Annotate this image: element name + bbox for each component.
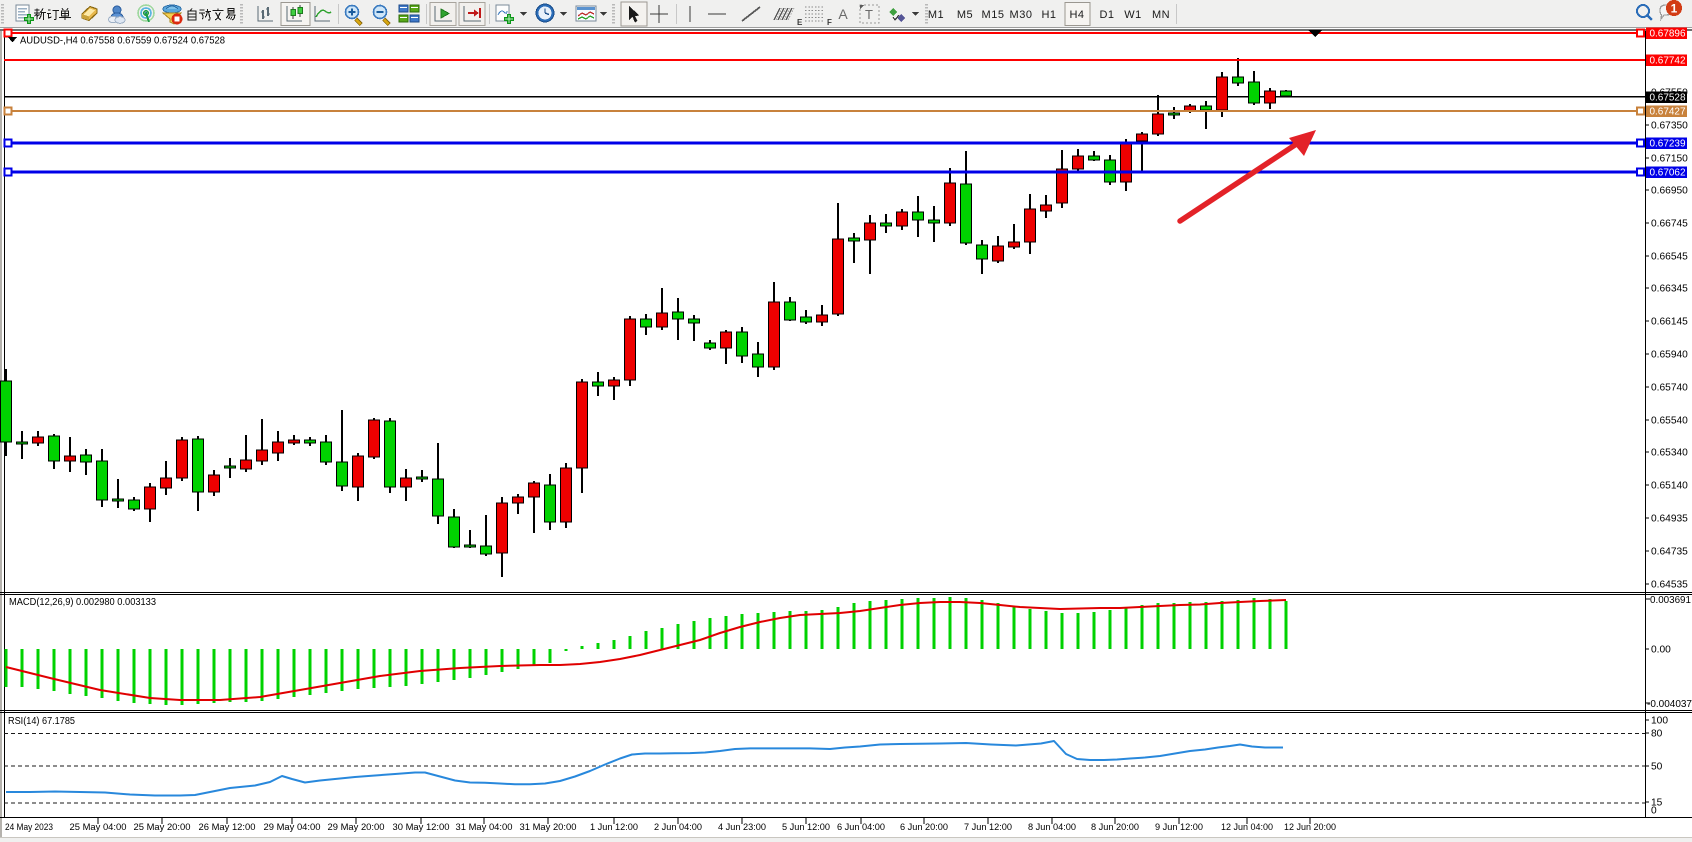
- svg-text:F: F: [827, 18, 832, 27]
- svg-text:MN: MN: [1152, 9, 1170, 21]
- svg-text:29 May 20:00: 29 May 20:00: [328, 822, 385, 833]
- svg-text:M30: M30: [1010, 9, 1033, 21]
- svg-text:M1: M1: [928, 9, 944, 21]
- svg-text:26 May 12:00: 26 May 12:00: [199, 822, 256, 833]
- svg-text:0.65740: 0.65740: [1651, 383, 1688, 394]
- svg-text:0.00: 0.00: [1651, 645, 1671, 656]
- svg-text:25 May 20:00: 25 May 20:00: [134, 822, 191, 833]
- svg-text:H1: H1: [1041, 9, 1056, 21]
- svg-text:30 May 12:00: 30 May 12:00: [393, 822, 450, 833]
- svg-text:0.66345: 0.66345: [1651, 284, 1688, 295]
- svg-text:D1: D1: [1099, 9, 1114, 21]
- svg-text:T: T: [865, 7, 873, 22]
- svg-text:2 Jun 04:00: 2 Jun 04:00: [654, 822, 702, 833]
- svg-text:0.64735: 0.64735: [1651, 547, 1688, 558]
- svg-text:31 May 04:00: 31 May 04:00: [456, 822, 513, 833]
- svg-text:0.66745: 0.66745: [1651, 219, 1688, 230]
- svg-text:0.64535: 0.64535: [1651, 580, 1688, 591]
- svg-text:0.67896: 0.67896: [1650, 29, 1686, 40]
- svg-text:6 Jun 20:00: 6 Jun 20:00: [900, 822, 948, 833]
- svg-text:0.67239: 0.67239: [1650, 139, 1686, 150]
- svg-text:0.65340: 0.65340: [1651, 448, 1688, 459]
- svg-text:0: 0: [1651, 806, 1657, 817]
- svg-text:0.66950: 0.66950: [1651, 186, 1688, 197]
- svg-text:0.67150: 0.67150: [1651, 154, 1688, 165]
- svg-text:M15: M15: [982, 9, 1005, 21]
- svg-text:0.66545: 0.66545: [1651, 252, 1688, 263]
- svg-text:0.67350: 0.67350: [1651, 121, 1688, 132]
- svg-text:1 Jun 12:00: 1 Jun 12:00: [590, 822, 638, 833]
- svg-text:9 Jun 12:00: 9 Jun 12:00: [1155, 822, 1203, 833]
- svg-text:8 Jun 04:00: 8 Jun 04:00: [1028, 822, 1076, 833]
- svg-text:-0.004037: -0.004037: [1647, 699, 1692, 710]
- svg-text:31 May 20:00: 31 May 20:00: [520, 822, 577, 833]
- svg-text:M5: M5: [957, 9, 973, 21]
- svg-text:MACD(12,26,9) 0.002980 0.00313: MACD(12,26,9) 0.002980 0.003133: [9, 597, 156, 608]
- svg-text:25 May 04:00: 25 May 04:00: [70, 822, 127, 833]
- svg-text:0.67427: 0.67427: [1650, 107, 1686, 118]
- svg-text:0.67742: 0.67742: [1650, 56, 1686, 67]
- svg-text:8 Jun 20:00: 8 Jun 20:00: [1091, 822, 1139, 833]
- svg-text:4 Jun 23:00: 4 Jun 23:00: [718, 822, 766, 833]
- svg-text:0.64935: 0.64935: [1651, 514, 1688, 525]
- svg-text:E: E: [797, 18, 803, 27]
- svg-text:0.67528: 0.67528: [1650, 93, 1686, 104]
- svg-text:0.65140: 0.65140: [1651, 481, 1688, 492]
- svg-text:0.65540: 0.65540: [1651, 416, 1688, 427]
- svg-text:24 May 2023: 24 May 2023: [5, 822, 53, 833]
- svg-text:1: 1: [1671, 2, 1678, 16]
- svg-text:0.65940: 0.65940: [1651, 350, 1688, 361]
- svg-text:RSI(14) 67.1785: RSI(14) 67.1785: [8, 716, 75, 727]
- svg-text:12 Jun 20:00: 12 Jun 20:00: [1284, 822, 1336, 833]
- svg-text:5 Jun 12:00: 5 Jun 12:00: [782, 822, 830, 833]
- svg-text:29 May 04:00: 29 May 04:00: [264, 822, 321, 833]
- svg-text:7 Jun 12:00: 7 Jun 12:00: [964, 822, 1012, 833]
- svg-text:W1: W1: [1124, 9, 1142, 21]
- svg-text:H4: H4: [1069, 9, 1084, 21]
- svg-text:0.003691: 0.003691: [1650, 595, 1691, 606]
- svg-text:6 Jun 04:00: 6 Jun 04:00: [837, 822, 885, 833]
- svg-text:50: 50: [1651, 762, 1663, 773]
- svg-text:0.66145: 0.66145: [1651, 317, 1688, 328]
- svg-text:AUDUSD-,H4 0.67558 0.67559 0.: AUDUSD-,H4 0.67558 0.67559 0.67524 0.675…: [20, 35, 225, 47]
- svg-text:15: 15: [1651, 798, 1663, 809]
- svg-text:100: 100: [1651, 716, 1668, 727]
- svg-text:A: A: [838, 6, 848, 22]
- svg-text:80: 80: [1651, 729, 1663, 740]
- svg-text:0.67062: 0.67062: [1650, 168, 1686, 179]
- svg-text:12 Jun 04:00: 12 Jun 04:00: [1221, 822, 1273, 833]
